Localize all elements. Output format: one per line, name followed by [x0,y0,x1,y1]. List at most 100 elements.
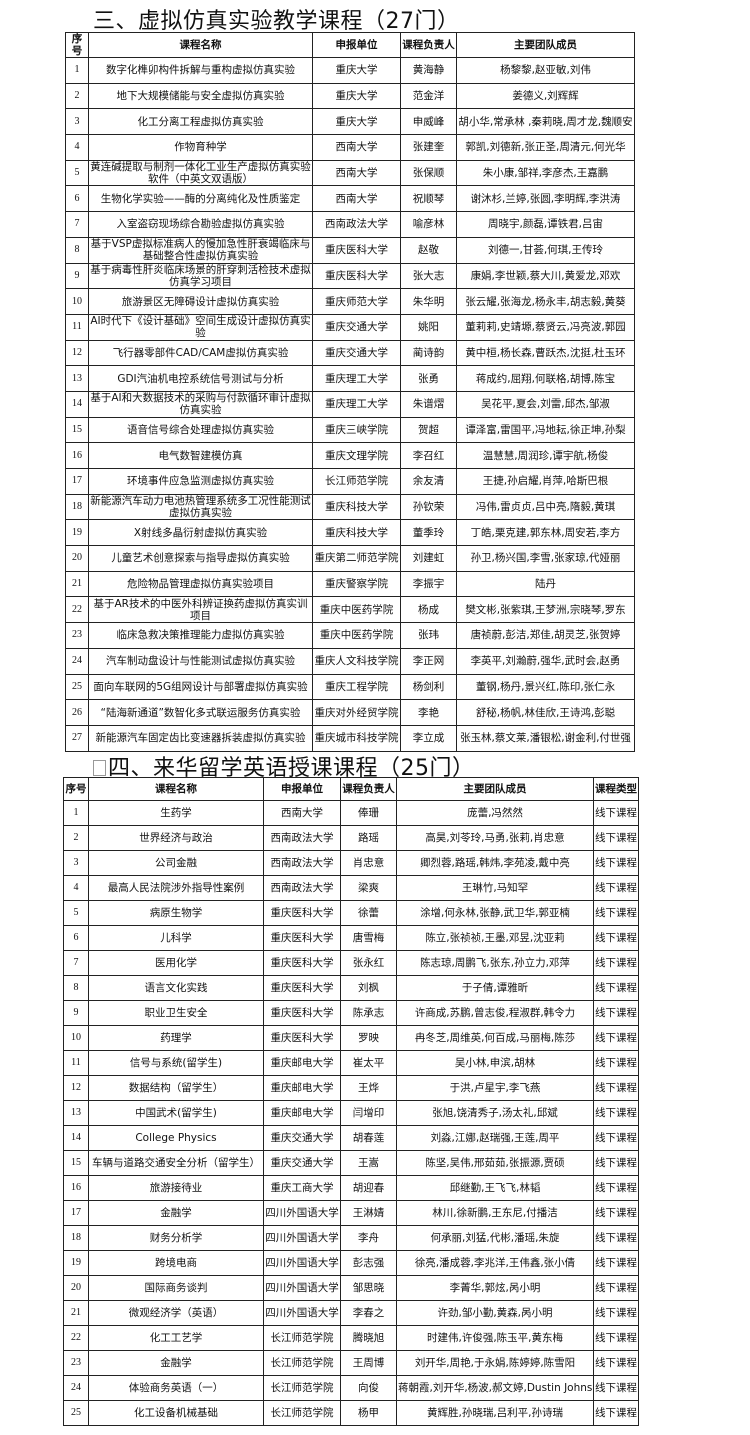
cell-leader: 李召红 [400,442,457,469]
cell-course-name: 中国武术(留学生) [88,1100,264,1126]
cell-unit: 长江师范学院 [263,1400,341,1426]
cell-unit: 四川外国语大学 [263,1250,341,1276]
table-row: 8 基于VSP虚拟标准病人的慢加急性肝衰竭临床与基础整合性虚拟仿真实验 重庆医科大学… [65,236,635,264]
cell-unit: 重庆交通大学 [312,313,401,341]
cell-unit: 重庆医科大学 [312,236,401,264]
cell-leader: 张建奎 [400,134,457,161]
cell-course-name: 基于VSP虚拟标准病人的慢加急性肝衰竭临床与基础整合性虚拟仿真实验 [88,236,313,264]
cell-members: 陈立,张祯祯,王墨,邓昱,沈亚莉 [396,925,594,951]
cell-course-type: 线下课程 [593,1050,639,1076]
cell-unit: 重庆大学 [312,57,401,84]
cell-seq: 13 [63,1100,89,1126]
table-row: 26 “陆海新通道”数智化多式联运服务仿真实验 重庆对外经贸学院 李艳 舒秘,杨帆,林佳… [65,699,635,726]
cell-seq: 3 [63,850,89,876]
cell-unit: 重庆文理学院 [312,442,401,469]
table-row: 10 旅游景区无障碍设计虚拟仿真实验 重庆师范大学 朱华明 张云耀,张海龙,杨永丰,胡志… [65,288,635,315]
cell-seq: 22 [65,596,89,624]
cell-leader: 杨剑利 [400,673,457,701]
cell-course-type: 线下课程 [593,1375,639,1401]
table-row: 21 微观经济学（英语） 四川外国语大学 李春之 许劲,邹小勤,黄森,呙小明 线下课程 [63,1300,639,1326]
cell-members: 涂增,何永林,张静,武卫华,郭亚楠 [396,900,594,926]
cell-course-name: 化工分离工程虚拟仿真实验 [88,108,313,136]
cell-course-name: 国际商务谈判 [88,1275,264,1301]
cell-seq: 16 [63,1175,89,1201]
cell-course-name: 生药学 [88,800,264,826]
cell-course-name: 职业卫生安全 [88,1000,264,1026]
cell-seq: 21 [65,570,89,598]
cell-leader: 刘建虹 [400,545,457,572]
cell-course-type: 线下课程 [593,900,639,926]
cell-members: 唐祯蔚,彭洁,郑佳,胡灵芝,张贺婷 [456,622,635,649]
table-row: 25 面向车联网的5G组网设计与部署虚拟仿真实验 重庆工程学院 杨剑利 董钢,杨丹,景兴… [65,673,635,701]
table-row: 22 基于AR技术的中医外科辨证换药虚拟仿真实训项目 重庆中医药学院 杨成 樊文彬,张紫… [65,596,635,624]
cell-seq: 2 [65,82,89,110]
cell-course-name: 医用化学 [88,950,264,976]
cell-course-name: 化工设备机械基础 [88,1400,264,1426]
cell-course-name: 面向车联网的5G组网设计与部署虚拟仿真实验 [88,673,313,701]
cell-leader: 余友清 [400,468,457,495]
cell-leader: 张大志 [400,262,457,290]
cell-members: 谢沐杉,兰婷,张圆,李明辉,李洪涛 [456,185,635,213]
cell-leader: 王嵩 [340,1150,397,1176]
cell-unit: 重庆理工大学 [312,365,401,392]
english-taught-courses-table: 序号 课程名称 申报单位 课程负责人 主要团队成员 课程类型 1 生药学 西南大学 俸珊 庞蕾,冯… [63,777,639,1426]
cell-course-name: 公司金融 [88,850,264,876]
cell-course-type: 线下课程 [593,950,639,976]
cell-members: 何承丽,刘猛,代彬,潘瑶,朱旋 [396,1225,594,1251]
table-row: 19 X射线多晶衍射虚拟仿真实验 重庆科技大学 董季玲 丁皓,栗克建,郭东林,周安若,李… [65,519,635,547]
cell-unit: 重庆医科大学 [312,262,401,290]
cell-members: 陈坚,吴伟,邢茹茹,张振源,贾硕 [396,1150,594,1176]
cell-leader: 崔太平 [340,1050,397,1076]
table-row: 25 化工设备机械基础 长江师范学院 杨甲 黄辉胜,孙晓瑞,吕利平,孙诗瑞 线下课程 [63,1400,639,1426]
cell-leader: 喻彦林 [400,211,457,238]
cell-seq: 14 [63,1125,89,1151]
cell-members: 卿烈蓉,路瑶,韩炜,李苑凌,戴中亮 [396,850,594,876]
cell-course-name: 环境事件应急监测虚拟仿真实验 [88,468,313,495]
cell-leader: 邹思晓 [340,1275,397,1301]
table-row: 3 公司金融 西南政法大学 肖忠意 卿烈蓉,路瑶,韩炜,李苑凌,戴中亮 线下课程 [63,850,639,876]
cell-course-name: 数据结构（留学生） [88,1075,264,1101]
cell-members: 董钢,杨丹,景兴红,陈印,张仁永 [456,673,635,701]
cell-seq: 22 [63,1325,89,1351]
cell-course-name: 信号与系统(留学生) [88,1050,264,1076]
cell-course-name: 体验商务英语（一） [88,1375,264,1401]
cell-leader: 陈承志 [340,1000,397,1026]
table-header-row: 序号 课程名称 申报单位 课程负责人 主要团队成员 [65,32,635,58]
cell-seq: 19 [63,1250,89,1276]
cell-course-name: 入室盗窃现场综合勘验虚拟仿真实验 [88,211,313,238]
cell-members: 许劲,邹小勤,黄森,呙小明 [396,1300,594,1326]
cell-members: 张玉林,蔡文莱,潘银松,谢金利,付世强 [456,724,635,752]
cell-leader: 李春之 [340,1300,397,1326]
cell-course-type: 线下课程 [593,875,639,901]
cell-course-type: 线下课程 [593,975,639,1001]
cell-leader: 杨甲 [340,1400,397,1426]
cell-leader: 李正网 [400,647,457,675]
cell-course-type: 线下课程 [593,1175,639,1201]
cell-seq: 12 [65,339,89,367]
header-leader: 课程负责人 [340,777,397,801]
table-row: 18 财务分析学 四川外国语大学 李舟 何承丽,刘猛,代彬,潘瑶,朱旋 线下课程 [63,1225,639,1251]
section4-title: 四、来华留学英语授课课程（25门） [108,756,475,781]
table-row: 10 药理学 重庆医科大学 罗映 冉冬芝,周维英,何百成,马丽梅,陈莎 线下课程 [63,1025,639,1051]
cell-course-type: 线下课程 [593,1400,639,1426]
cell-course-type: 线下课程 [593,850,639,876]
cell-seq: 18 [65,493,89,521]
cell-members: 胡小华,常承林 ,秦莉晓,周才龙,魏顺安 [456,108,635,136]
table-row: 7 医用化学 重庆医科大学 张永红 陈志琼,周鹏飞,张东,孙立力,邓萍 线下课程 [63,950,639,976]
table-row: 11 AI时代下《设计基础》空间生成设计虚拟仿真实验 重庆交通大学 姚阳 董莉莉,史靖塬… [65,313,635,341]
cell-members: 刘德一,甘荟,何琪,王传玲 [456,236,635,264]
cell-course-type: 线下课程 [593,1025,639,1051]
table-row: 5 病原生物学 重庆医科大学 徐蕾 涂增,何永林,张静,武卫华,郭亚楠 线下课程 [63,900,639,926]
table-row: 15 语音信号综合处理虚拟仿真实验 重庆三峡学院 贺超 谭泽富,雷国平,冯地耘,徐正坤,… [65,416,635,444]
cell-unit: 西南政法大学 [312,211,401,238]
header-course-type: 课程类型 [593,777,639,801]
cell-members: 郭凯,刘德新,张正圣,周清元,何光华 [456,134,635,161]
header-leader: 课程负责人 [400,32,457,58]
cell-unit: 西南大学 [312,159,401,187]
cell-seq: 16 [65,442,89,469]
cell-members: 舒秘,杨帆,林佳欣,王诗鸿,彭聪 [456,699,635,726]
cell-leader: 李舟 [340,1225,397,1251]
cell-seq: 24 [63,1375,89,1401]
table-row: 23 金融学 长江师范学院 王周博 刘开华,周艳,于永娟,陈婷婷,陈雪阳 线下课程 [63,1350,639,1376]
cell-members: 黄中桓,杨长森,曹跃杰,沈挺,杜玉环 [456,339,635,367]
